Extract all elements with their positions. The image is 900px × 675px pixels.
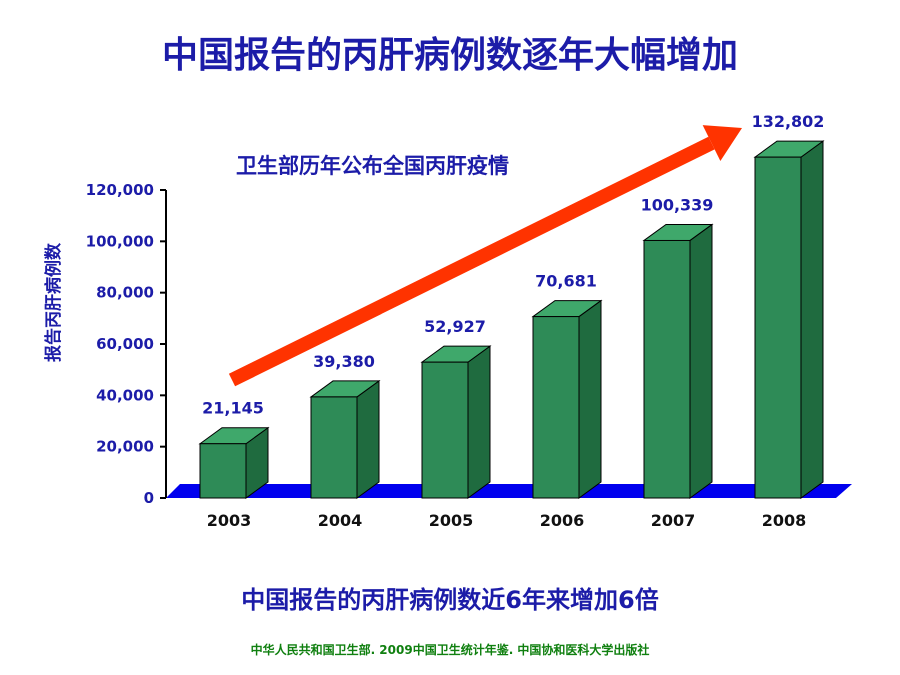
- x-tick-label: 2006: [540, 511, 585, 530]
- slide-title: 中国报告的丙肝病例数逐年大幅增加: [161, 35, 738, 76]
- data-label: 52,927: [424, 317, 486, 336]
- trend-arrow-head: [702, 125, 742, 161]
- y-axis-label: 报告丙肝病例数: [44, 243, 64, 362]
- x-tick-label: 2008: [762, 511, 807, 530]
- bar-side: [689, 223, 713, 499]
- bar-2003: [198, 426, 270, 499]
- data-label: 100,339: [641, 195, 714, 214]
- bar-side: [356, 379, 380, 499]
- bar-side: [467, 345, 491, 499]
- y-tick-label: 100,000: [86, 232, 154, 250]
- data-label: 21,145: [202, 399, 264, 418]
- x-tick-label: 2003: [207, 511, 252, 530]
- trend-arrow-shaft: [228, 136, 715, 387]
- x-tick-label: 2005: [429, 511, 474, 530]
- bar-side: [800, 140, 824, 499]
- y-tick-label: 120,000: [86, 181, 154, 199]
- y-tick-label: 0: [144, 489, 154, 507]
- bar-front: [310, 396, 358, 499]
- bar-front: [754, 156, 802, 499]
- bar-front: [421, 361, 469, 499]
- data-label: 39,380: [313, 352, 375, 371]
- bar-front: [532, 316, 580, 499]
- bar-front: [199, 443, 247, 499]
- bar-front: [643, 239, 691, 499]
- bar-side: [578, 299, 602, 499]
- y-tick-label: 80,000: [96, 284, 154, 302]
- summary-footnote: 中国报告的丙肝病例数近6年来增加6倍: [241, 586, 659, 614]
- bar-2006: [531, 299, 603, 499]
- bar-2005: [420, 345, 492, 499]
- bar-2007: [642, 223, 714, 499]
- chart-subtitle: 卫生部历年公布全国丙肝疫情: [236, 154, 509, 178]
- data-label: 70,681: [535, 272, 597, 291]
- y-tick-label: 60,000: [96, 335, 154, 353]
- bar-2008: [753, 140, 825, 499]
- source-citation: 中华人民共和国卫生部. 2009中国卫生统计年鉴. 中国协和医科大学出版社: [250, 643, 650, 657]
- y-tick-label: 40,000: [96, 386, 154, 404]
- bar-2004: [309, 379, 381, 499]
- x-tick-label: 2007: [651, 511, 696, 530]
- data-label: 132,802: [752, 112, 825, 131]
- chart-floor: [166, 484, 852, 498]
- y-tick-label: 20,000: [96, 438, 154, 456]
- x-tick-label: 2004: [318, 511, 363, 530]
